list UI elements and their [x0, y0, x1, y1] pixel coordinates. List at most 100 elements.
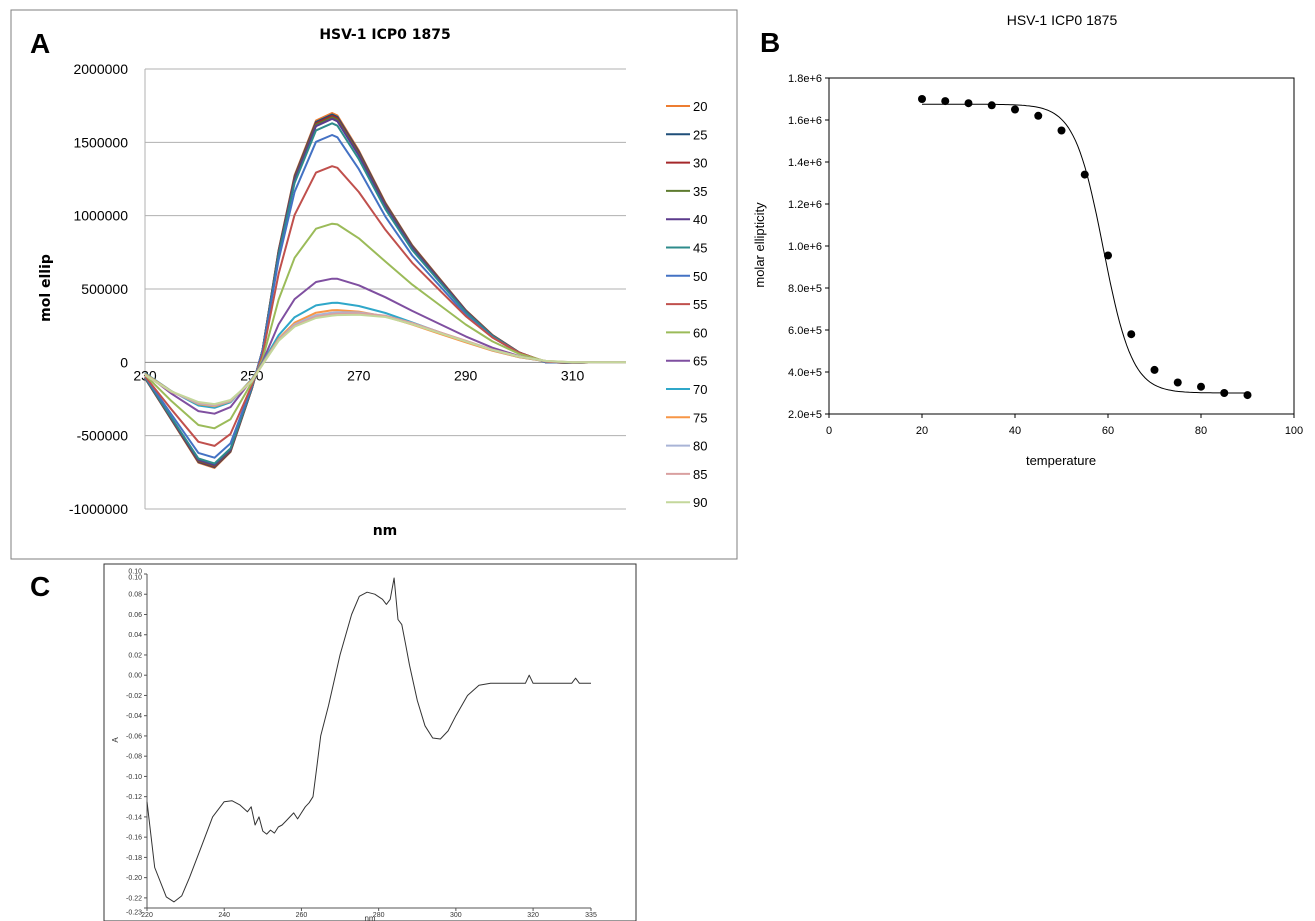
y-tick-label: 0.04 — [128, 632, 142, 639]
legend-label-20: 20 — [693, 99, 707, 114]
data-point — [1220, 389, 1229, 397]
panel-b-label: B — [760, 27, 780, 58]
panel-a-label: A — [30, 28, 50, 59]
panel-c-border — [103, 563, 637, 921]
y-tick-label: -0.22 — [126, 895, 142, 902]
x-tick-label: 60 — [1102, 425, 1114, 437]
data-point — [987, 101, 996, 110]
y-tick-label: -0.23 — [126, 910, 142, 917]
x-tick-label: 320 — [527, 912, 539, 919]
y-tick-label: 8.0e+5 — [788, 283, 822, 295]
y-tick-label: 1500000 — [73, 134, 128, 150]
legend-label-50: 50 — [693, 269, 707, 284]
x-tick-label: 270 — [347, 367, 371, 383]
y-tick-label: -0.10 — [126, 774, 142, 781]
y-tick-label: -1000000 — [69, 501, 128, 517]
data-point — [1057, 126, 1066, 135]
y-tick-label: 2000000 — [73, 61, 128, 77]
data-point — [1243, 391, 1252, 400]
y-tick-label: 1.8e+6 — [788, 73, 822, 85]
y-tick-label: 0.00 — [128, 673, 142, 680]
chart-b: 0 20 40 60 80 100 2.0e+5 4.0e+5 6.0e+5 8.0e+5 1.0e… — [788, 73, 1303, 437]
legend-label-55: 55 — [693, 297, 707, 312]
y-tick-label: 2.0e+5 — [788, 409, 822, 421]
y-tick-label: -0.20 — [126, 875, 142, 882]
legend-label-40: 40 — [693, 212, 707, 227]
y-tick-label: 0 — [120, 354, 128, 370]
y-tick-label: -0.16 — [126, 835, 142, 842]
data-point — [964, 99, 973, 108]
data-point — [1080, 170, 1089, 179]
x-tick-label: 0 — [826, 425, 832, 437]
legend-label-45: 45 — [693, 241, 707, 256]
y-tick-label: 1000000 — [73, 208, 128, 224]
chart-c: -0.23 -0.22 -0.20 -0.18 -0.16 -0.14 -0.12 -0.10… — [126, 569, 597, 920]
data-point — [1197, 382, 1205, 391]
x-tick-label: 300 — [450, 912, 462, 919]
y-tick-label: 0.10 — [128, 575, 142, 582]
chart-b-ylabel: molar ellipticity — [752, 202, 767, 288]
y-tick-label: 0.08 — [128, 592, 142, 599]
x-tick-label: 100 — [1285, 425, 1303, 437]
legend-label-80: 80 — [693, 439, 707, 454]
x-tick-label: 20 — [916, 425, 928, 437]
y-tick-label: -0.12 — [126, 794, 142, 801]
chart-b-xlabel: temperature — [1026, 453, 1096, 468]
x-tick-label: 240 — [218, 912, 230, 919]
x-tick-label: 260 — [296, 912, 308, 919]
legend-label-70: 70 — [693, 382, 707, 397]
panel-c-label: C — [30, 571, 50, 602]
x-tick-label: 335 — [585, 912, 597, 919]
y-tick-label: 6.0e+5 — [788, 325, 822, 337]
legend-label-25: 25 — [693, 127, 707, 142]
y-tick-label: -0.18 — [126, 855, 142, 862]
chart-b-title: HSV-1 ICP0 1875 — [1007, 12, 1118, 28]
data-point — [1173, 378, 1182, 387]
y-tick-label: 1.2e+6 — [788, 199, 822, 211]
chart-c-ylabel: A — [111, 737, 120, 743]
chart-a-title: HSV-1 ICP0 1875 — [319, 27, 450, 43]
legend-label-90: 90 — [693, 495, 707, 510]
y-tick-label: 4.0e+5 — [788, 367, 822, 379]
y-tick-label: 1.4e+6 — [788, 157, 822, 169]
x-tick-label: 80 — [1195, 425, 1207, 437]
data-point — [918, 95, 926, 103]
legend-label-35: 35 — [693, 184, 707, 199]
data-point — [1150, 365, 1159, 374]
chart-a-xlabel: nm — [373, 523, 398, 539]
y-tick-label: 0.02 — [128, 652, 142, 659]
y-tick-label: 500000 — [81, 281, 128, 297]
y-tick-label: -500000 — [77, 428, 129, 444]
x-tick-label: 310 — [561, 367, 585, 383]
y-tick-label: -0.08 — [126, 754, 142, 761]
spectrum-line — [146, 577, 591, 903]
chart-c-xlabel: nm — [364, 914, 375, 921]
y-tick-label: -0.14 — [126, 814, 142, 821]
y-tick-label: 0.06 — [128, 612, 142, 619]
x-tick-label: 280 — [373, 912, 385, 919]
chart-a: -1000000 -500000 0 500000 1000000 1500000 2000… — [69, 61, 708, 517]
y-tick-label: -0.02 — [126, 693, 142, 700]
series-line-90 — [144, 313, 626, 406]
data-point — [1034, 111, 1043, 120]
x-tick-label: 220 — [141, 912, 153, 919]
y-tick-label: 1.6e+6 — [788, 115, 822, 127]
legend-label-60: 60 — [693, 325, 707, 340]
series-line-60 — [144, 222, 626, 430]
data-point — [941, 97, 950, 106]
legend-label-65: 65 — [693, 354, 707, 369]
y-tick-label: 1.0e+6 — [788, 241, 822, 253]
data-point — [1104, 251, 1112, 260]
x-tick-label: 290 — [454, 367, 478, 383]
panel-a-border — [10, 9, 738, 560]
legend-label-30: 30 — [693, 156, 707, 171]
data-point — [1011, 105, 1019, 114]
legend-label-85: 85 — [693, 467, 707, 482]
chart-a-ylabel: mol ellip — [38, 254, 54, 322]
legend-label-75: 75 — [693, 410, 707, 425]
y-tick-label: 0.10 — [128, 569, 142, 576]
y-tick-label: -0.04 — [126, 713, 142, 720]
y-tick-label: -0.06 — [126, 733, 142, 740]
x-tick-label: 40 — [1009, 425, 1021, 437]
